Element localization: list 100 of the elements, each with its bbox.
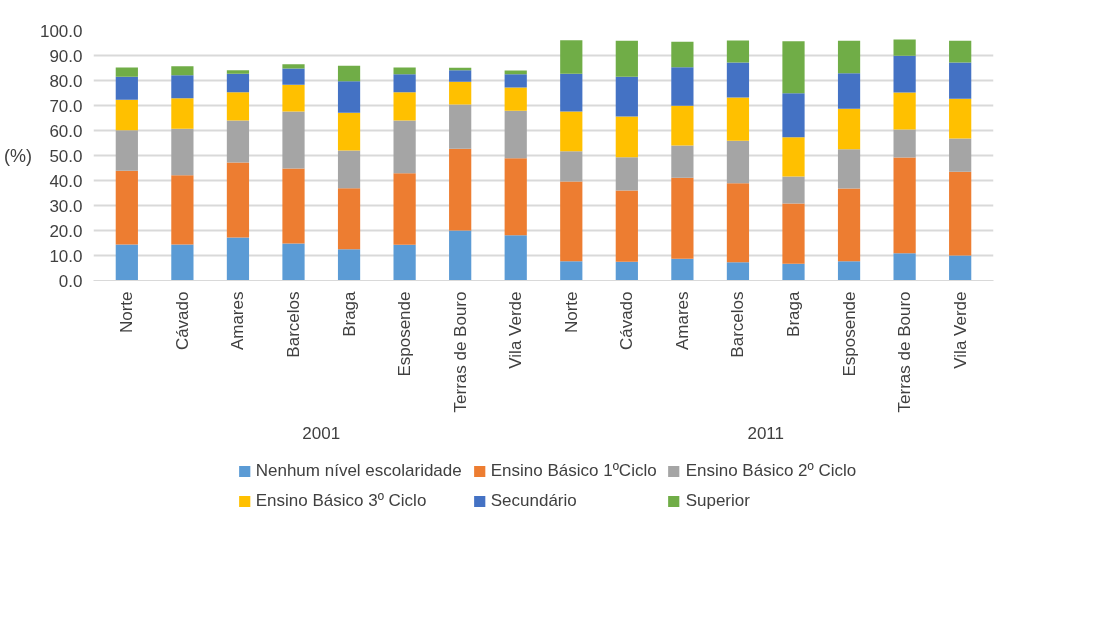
bar [671, 105, 694, 146]
bar [560, 151, 583, 182]
bar [615, 157, 638, 191]
bar [726, 62, 750, 98]
bar [726, 40, 750, 63]
bar [949, 171, 972, 256]
bar [171, 66, 194, 76]
x-tick-label: Esposende [839, 291, 859, 377]
x-tick-label: Esposende [395, 291, 415, 377]
legend-label: Ensino Básico 2º Ciclo [685, 461, 857, 481]
bar [726, 97, 750, 141]
bar [893, 39, 916, 56]
bar [115, 244, 138, 281]
x-tick-label: Vila Verde [950, 291, 970, 369]
y-tick-label: 70.0 [49, 96, 83, 116]
bar [949, 62, 972, 99]
bar [949, 255, 972, 281]
bar [171, 75, 194, 99]
bar [115, 99, 138, 131]
text: 2011 [747, 423, 785, 443]
bar [337, 188, 361, 250]
bar [393, 173, 416, 245]
bar [782, 41, 805, 94]
bar [949, 98, 972, 139]
x-tick-label: Cávado [172, 291, 192, 351]
y-tick-label: 90.0 [49, 46, 83, 66]
bar [615, 190, 638, 262]
bar [337, 150, 361, 189]
bar [337, 65, 361, 82]
x-tick-label: Braga [784, 290, 803, 337]
bar [226, 237, 250, 281]
text: 2001 [302, 423, 341, 443]
bar [504, 235, 527, 281]
y-tick-label: 40.0 [49, 171, 83, 191]
bar [115, 76, 138, 100]
bar [560, 111, 583, 152]
bar [893, 92, 916, 130]
bar [837, 149, 861, 189]
legend-label: Ensino Básico 1ºCiclo [490, 461, 657, 481]
bar [226, 73, 250, 93]
bar [282, 64, 305, 69]
x-tick-label: Terras de Bouro [895, 291, 915, 413]
bar [615, 116, 638, 158]
bar [226, 70, 250, 74]
bar [671, 145, 694, 178]
bar [560, 73, 583, 112]
y-tick-label: 0.0 [58, 271, 83, 291]
bar [226, 162, 250, 238]
x-tick-label: Amares [228, 291, 248, 351]
bar [282, 68, 305, 85]
bar [171, 128, 194, 176]
bar [560, 261, 583, 281]
bar [671, 177, 694, 259]
bar [782, 176, 805, 204]
bar [893, 55, 916, 93]
bar [671, 41, 694, 68]
bar [615, 261, 638, 281]
bar [837, 73, 861, 109]
legend-label: Secundário [490, 491, 577, 511]
x-tick-label: Norte [561, 291, 581, 334]
bar [171, 244, 194, 281]
bar [504, 158, 527, 236]
bar [393, 74, 416, 93]
bar [393, 92, 416, 121]
x-tick-label: Cávado [617, 291, 637, 351]
bar [671, 67, 694, 106]
x-tick-label: Norte [117, 291, 137, 334]
bar [504, 110, 527, 159]
y-axis-title: (%) [3, 145, 32, 166]
bar [449, 148, 472, 231]
bar [393, 244, 416, 281]
y-tick-label: 10.0 [49, 246, 83, 266]
bar [837, 188, 861, 262]
bar [782, 263, 805, 281]
x-tick-label: Braga [339, 290, 359, 337]
bar [504, 87, 527, 111]
bar [282, 168, 305, 244]
bar [115, 130, 138, 171]
x-tick-label: Terras de Bouro [450, 291, 470, 413]
bar [226, 120, 250, 163]
bar [615, 40, 638, 77]
bar [115, 170, 138, 245]
bar [893, 129, 916, 158]
bar [226, 92, 250, 121]
bar [282, 243, 305, 281]
bar [782, 137, 805, 177]
bar [893, 157, 916, 254]
bar [282, 111, 305, 169]
y-tick-label: 60.0 [49, 121, 83, 141]
bar [949, 138, 972, 172]
legend-label: Nenhum nível escolaridade [255, 461, 462, 481]
bar [337, 81, 361, 113]
bar [504, 74, 527, 88]
bar [282, 84, 305, 112]
bar [782, 203, 805, 264]
bar [893, 253, 916, 281]
y-tick-label: 20.0 [49, 221, 83, 241]
y-tick-label: 100.0 [39, 21, 83, 41]
bar [337, 249, 361, 281]
bar [393, 120, 416, 174]
